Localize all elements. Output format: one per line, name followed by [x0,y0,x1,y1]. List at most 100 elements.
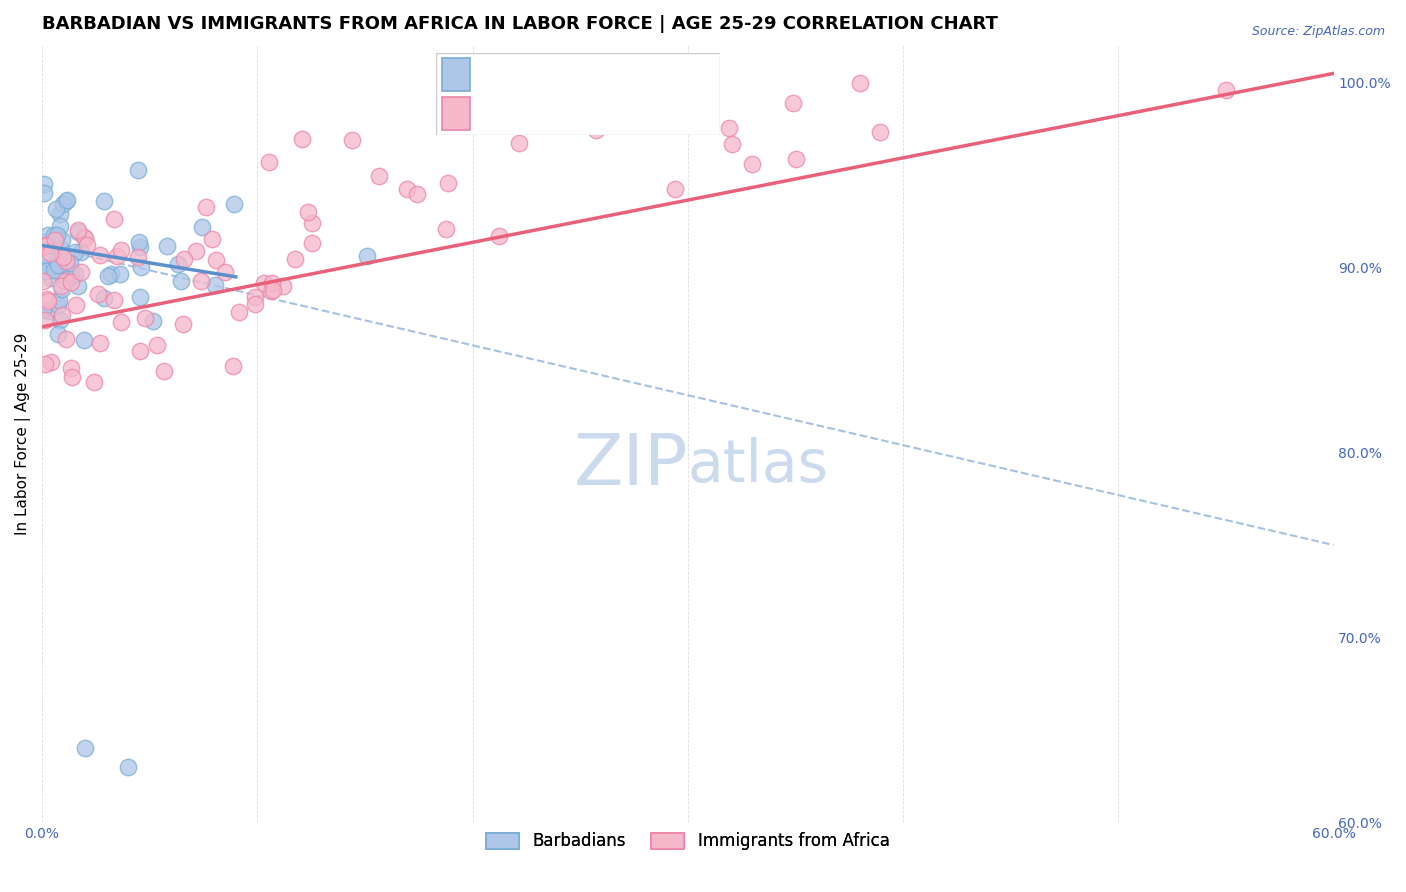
Y-axis label: In Labor Force | Age 25-29: In Labor Force | Age 25-29 [15,333,31,535]
Point [35,263,58,277]
Point [51,233,73,247]
Point [301,236,323,251]
Point [340,133,363,147]
Point [191,219,214,234]
Point [195,200,218,214]
Point [32,186,55,200]
Point [108,267,131,281]
Point [75,741,97,756]
Point [66,222,89,236]
Point [117,760,139,774]
Point [105,250,128,264]
Point [59,255,82,269]
Point [585,123,607,137]
Point [204,278,226,293]
Point [73,333,96,347]
Point [39,270,62,285]
Point [134,311,156,326]
Point [48,219,70,233]
Point [32,238,55,252]
Point [93,194,115,208]
Point [186,244,208,258]
Point [38,251,60,265]
Point [59,360,82,375]
Point [44,238,66,252]
Point [89,336,111,351]
Point [66,225,89,239]
Point [869,125,891,139]
Point [46,258,69,272]
Point [785,153,807,167]
Point [46,251,69,265]
Point [32,274,55,288]
Point [128,290,150,304]
Point [406,186,429,201]
Point [173,252,195,267]
Point [129,260,152,275]
Point [51,283,73,297]
Point [205,253,228,268]
Point [257,155,280,169]
Point [201,232,224,246]
Point [38,246,60,260]
Point [67,279,90,293]
Point [110,315,132,329]
Point [142,314,165,328]
Point [60,370,83,384]
Point [59,263,82,277]
Point [48,327,70,342]
Point [170,274,193,288]
Point [167,257,190,271]
Point [782,95,804,110]
Point [44,233,66,247]
Point [243,297,266,311]
Point [128,235,150,250]
Point [156,239,179,253]
Text: BARBADIAN VS IMMIGRANTS FROM AFRICA IN LABOR FORCE | AGE 25-29 CORRELATION CHART: BARBADIAN VS IMMIGRANTS FROM AFRICA IN L… [42,15,998,33]
Point [488,228,510,243]
Point [434,222,457,236]
Point [83,375,105,389]
Point [100,267,122,281]
Point [89,248,111,262]
Point [110,243,132,257]
Point [37,293,59,308]
Point [224,197,246,211]
Point [46,227,69,242]
Point [190,274,212,288]
Point [127,250,149,264]
Point [297,205,319,219]
Point [103,293,125,308]
Point [31,303,53,318]
Point [436,177,458,191]
Point [39,355,62,369]
Point [42,227,65,242]
Point [717,121,740,136]
Point [395,181,418,195]
Point [103,211,125,226]
Point [262,283,284,297]
Point [65,298,87,312]
Point [55,193,77,207]
Text: Source: ZipAtlas.com: Source: ZipAtlas.com [1251,25,1385,38]
Point [1215,82,1237,96]
Text: ZIP: ZIP [574,431,688,500]
Point [32,235,55,249]
Point [152,364,174,378]
Point [356,249,378,263]
Point [291,132,314,146]
Point [508,136,530,150]
Point [128,163,150,178]
Point [60,270,83,285]
Point [34,239,56,253]
Point [72,229,94,244]
Point [34,312,56,326]
Point [260,276,283,290]
Point [253,276,276,290]
Point [55,194,77,208]
Point [49,313,72,327]
Point [53,274,76,288]
Point [284,252,307,267]
Point [49,278,72,293]
Point [271,278,294,293]
